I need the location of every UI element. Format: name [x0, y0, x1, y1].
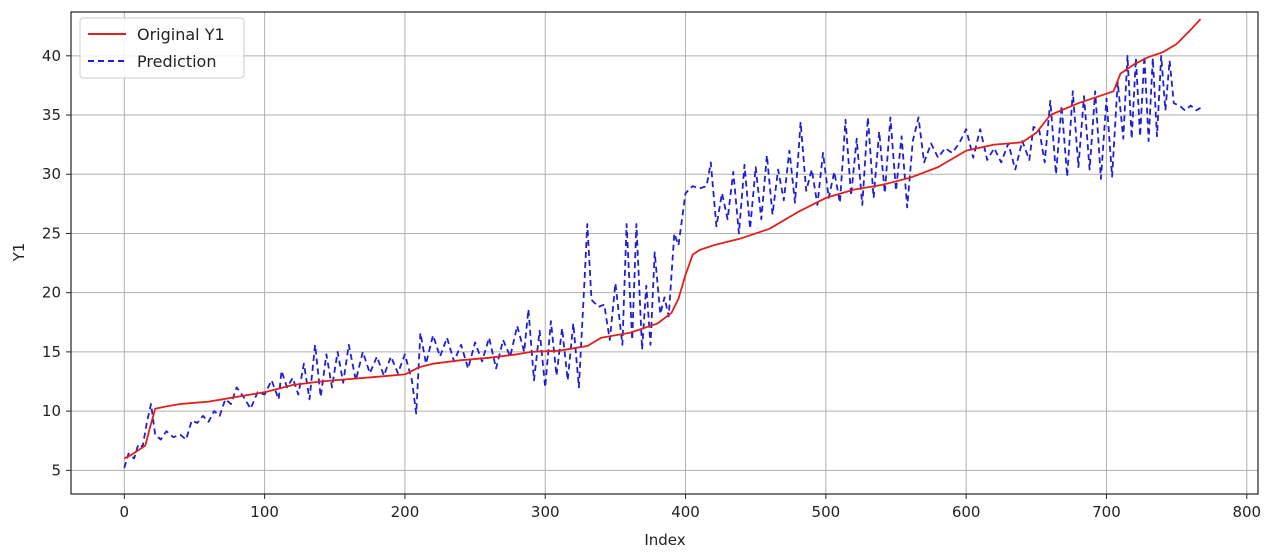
x-axis-label: Index — [644, 531, 685, 549]
y-tick-label: 15 — [42, 343, 61, 361]
plot-frame — [70, 11, 1259, 495]
y-tick-label: 35 — [42, 106, 61, 124]
legend-label-prediction: Prediction — [137, 52, 216, 71]
y-axis-label: Y1 — [10, 243, 28, 263]
x-tick-label: 0 — [120, 503, 130, 521]
y-tick-label: 5 — [51, 461, 61, 479]
x-tick-label: 500 — [812, 503, 841, 521]
y-tick-label: 40 — [42, 47, 61, 65]
x-tick-label: 600 — [952, 503, 981, 521]
y-tick-label: 10 — [42, 402, 61, 420]
x-tick-label: 200 — [391, 503, 420, 521]
y-tick-label: 25 — [42, 224, 61, 242]
y-tick-label: 30 — [42, 165, 61, 183]
x-tick-label: 800 — [1232, 503, 1261, 521]
series-group — [123, 18, 1202, 469]
x-tick-label: 700 — [1092, 503, 1121, 521]
y-tick-label: 20 — [42, 284, 61, 302]
grid-lines — [71, 12, 1258, 494]
legend-label-original: Original Y1 — [137, 25, 225, 44]
series-line-prediction — [123, 54, 1201, 469]
axis-ticks: 0 100 200 300 400 500 600 700 800 5 10 15 20 25 30 35 40 — [42, 47, 1261, 521]
x-tick-label: 300 — [531, 503, 560, 521]
x-tick-label: 400 — [671, 503, 700, 521]
x-tick-label: 100 — [250, 503, 279, 521]
series-line-original-y1 — [123, 18, 1202, 460]
legend: Original Y1 Prediction — [79, 17, 245, 79]
